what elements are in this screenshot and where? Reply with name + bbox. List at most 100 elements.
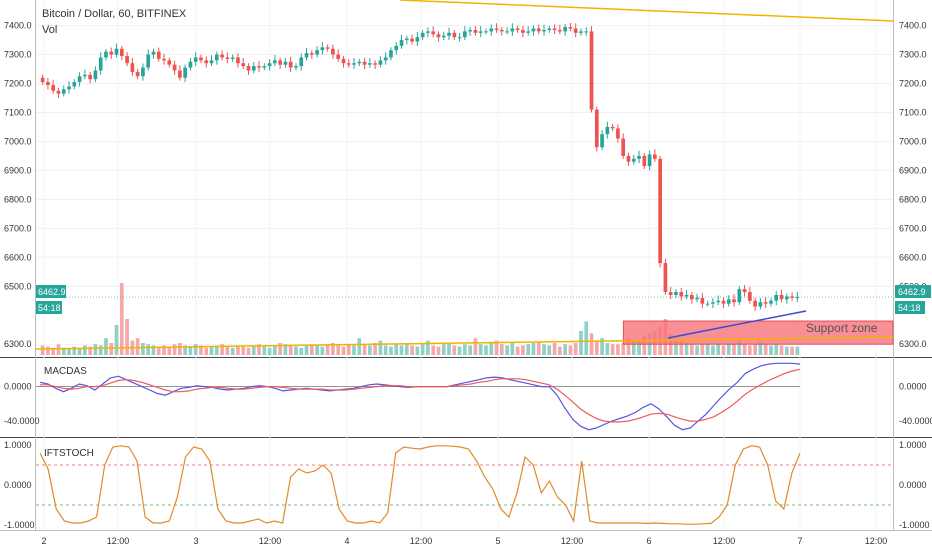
- candle-body: [558, 29, 562, 32]
- candle-body: [214, 54, 219, 61]
- time-tick-label: 3: [193, 536, 198, 546]
- volume-bar: [526, 344, 531, 355]
- volume-bar: [183, 345, 187, 355]
- volume-bar: [188, 346, 193, 355]
- volume-bar: [563, 344, 567, 355]
- volume-bar: [109, 343, 114, 355]
- candle-body: [294, 66, 298, 68]
- candle-body: [352, 63, 356, 65]
- candle-body: [236, 57, 240, 64]
- volume-bar: [241, 346, 246, 355]
- volume-bar: [531, 343, 536, 355]
- candle-body: [758, 302, 763, 307]
- volume-bar: [67, 349, 71, 355]
- candle-body: [357, 61, 362, 64]
- volume-bar: [626, 338, 631, 355]
- candle-body: [457, 37, 462, 39]
- grid-lines: [36, 0, 893, 530]
- volume-bar: [135, 338, 140, 355]
- volume-bar: [478, 344, 483, 355]
- volume-bar: [753, 344, 757, 355]
- volume-bar: [742, 344, 747, 355]
- time-tick-label: 4: [344, 536, 349, 546]
- candle-body: [753, 300, 757, 307]
- axes-labels: 7400.0 7400.0 7300.0 7300.0 7200.0 7200.0 7100…: [4, 21, 927, 546]
- volume-bar: [119, 283, 124, 355]
- candle-body: [331, 48, 335, 55]
- volume-bar: [383, 345, 388, 355]
- candle-body: [183, 67, 187, 78]
- candle-body: [668, 292, 673, 295]
- volume-bar: [452, 345, 457, 355]
- candles: [40, 22, 800, 311]
- candle-body: [774, 294, 779, 301]
- volume-bar: [600, 338, 604, 355]
- volume-bar: [46, 346, 50, 355]
- volume-bar: [674, 338, 678, 355]
- volume-bar: [315, 345, 319, 355]
- candle-body: [584, 31, 589, 33]
- volume-bar: [726, 344, 731, 355]
- volume-bar: [468, 345, 472, 355]
- candle-body: [199, 57, 203, 61]
- candle-body: [141, 67, 145, 77]
- price-tick-right: 6800.0: [899, 194, 927, 204]
- volume-bar: [436, 346, 441, 355]
- candle-body: [663, 263, 668, 293]
- price-tick-left: 6300.0: [4, 339, 32, 349]
- candle-body: [394, 45, 399, 51]
- candle-body: [230, 57, 235, 59]
- volume-bar: [494, 340, 499, 355]
- candle-body: [515, 28, 520, 30]
- volume-bar: [320, 346, 325, 355]
- volume-bar: [146, 344, 151, 355]
- volume-bar: [573, 343, 578, 355]
- volume-bar: [357, 338, 362, 355]
- volume-bar: [716, 344, 721, 355]
- volume-bar: [552, 343, 557, 355]
- volume-bar: [352, 345, 356, 355]
- volume-bar: [505, 345, 509, 355]
- volume-bar: [362, 344, 367, 355]
- candle-body: [700, 297, 705, 304]
- candle-body: [262, 66, 267, 68]
- volume-bar: [605, 343, 610, 355]
- volume-bar: [325, 344, 330, 355]
- volume-bar: [283, 344, 288, 355]
- candle-body: [378, 60, 383, 65]
- candle-body: [705, 303, 710, 305]
- volume-bar: [594, 340, 599, 355]
- candle-body: [389, 50, 393, 58]
- candle-body: [716, 300, 721, 303]
- candle-body: [336, 54, 341, 59]
- price-tick-left: 6600.0: [4, 252, 32, 262]
- volume-bar: [162, 345, 166, 355]
- lower-trendline: [35, 336, 894, 350]
- volume-bar: [621, 343, 626, 355]
- volume-bar: [679, 340, 684, 355]
- candle-body: [605, 126, 610, 135]
- volume-bar: [178, 343, 182, 355]
- left-countdown-tag: [36, 301, 62, 314]
- candle-body: [695, 297, 699, 300]
- macd-tick-left: -40.0000: [4, 416, 40, 426]
- volume-bar: [304, 345, 309, 355]
- time-tick-label: 2: [41, 536, 46, 546]
- candle-body: [162, 58, 166, 61]
- candle-body: [383, 57, 388, 61]
- volume-bar: [779, 345, 784, 355]
- volume-bar: [230, 347, 235, 355]
- candle-body: [737, 289, 742, 303]
- candle-body: [114, 48, 119, 55]
- candle-body: [151, 51, 156, 55]
- candle-body: [563, 27, 567, 32]
- left-price-tag: [36, 285, 66, 298]
- volume-bar: [72, 346, 77, 355]
- stoch-tick-left: -1.0000: [4, 520, 35, 530]
- candle-body: [505, 31, 509, 33]
- candle-body: [325, 47, 330, 49]
- volume-bar: [589, 333, 594, 355]
- volume-bar: [616, 344, 620, 355]
- candle-body: [631, 158, 636, 162]
